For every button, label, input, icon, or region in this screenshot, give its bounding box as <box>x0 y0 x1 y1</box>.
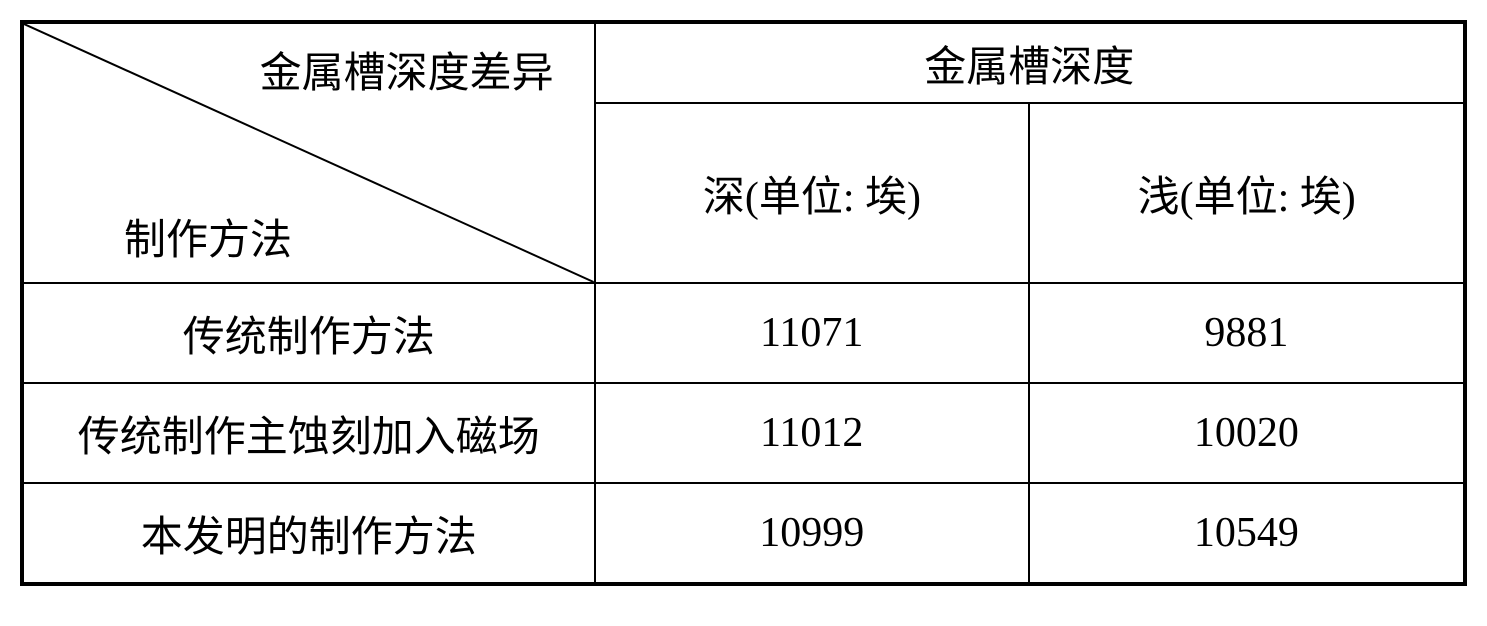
method-cell: 传统制作方法 <box>23 283 595 383</box>
deep-value-cell: 11012 <box>595 383 1029 483</box>
shallow-value-cell: 10020 <box>1029 383 1464 483</box>
deep-value-cell: 10999 <box>595 483 1029 583</box>
diagonal-bottom-label: 制作方法 <box>124 206 292 267</box>
diagonal-top-label: 金属槽深度差异 <box>260 39 554 100</box>
table-row: 本发明的制作方法 10999 10549 <box>23 483 1464 583</box>
diagonal-header-cell: 金属槽深度差异 制作方法 <box>23 23 595 283</box>
method-cell: 传统制作主蚀刻加入磁场 <box>23 383 595 483</box>
method-cell: 本发明的制作方法 <box>23 483 595 583</box>
shallow-unit-header: 浅(单位: 埃) <box>1029 103 1464 283</box>
shallow-value-cell: 10549 <box>1029 483 1464 583</box>
deep-unit-header: 深(单位: 埃) <box>595 103 1030 283</box>
deep-value-cell: 11071 <box>595 283 1029 383</box>
table-row: 传统制作主蚀刻加入磁场 11012 10020 <box>23 383 1464 483</box>
table-row: 传统制作方法 11071 9881 <box>23 283 1464 383</box>
shallow-value-cell: 9881 <box>1029 283 1464 383</box>
data-table: 金属槽深度差异 制作方法 金属槽深度 深(单位: 埃) 浅(单位: 埃) 传统制… <box>20 20 1467 586</box>
header-right-section: 金属槽深度 深(单位: 埃) 浅(单位: 埃) <box>595 23 1464 283</box>
header-row: 金属槽深度差异 制作方法 金属槽深度 深(单位: 埃) 浅(单位: 埃) <box>23 23 1464 283</box>
depth-header: 金属槽深度 <box>595 23 1464 103</box>
sub-header-row: 深(单位: 埃) 浅(单位: 埃) <box>595 103 1464 283</box>
